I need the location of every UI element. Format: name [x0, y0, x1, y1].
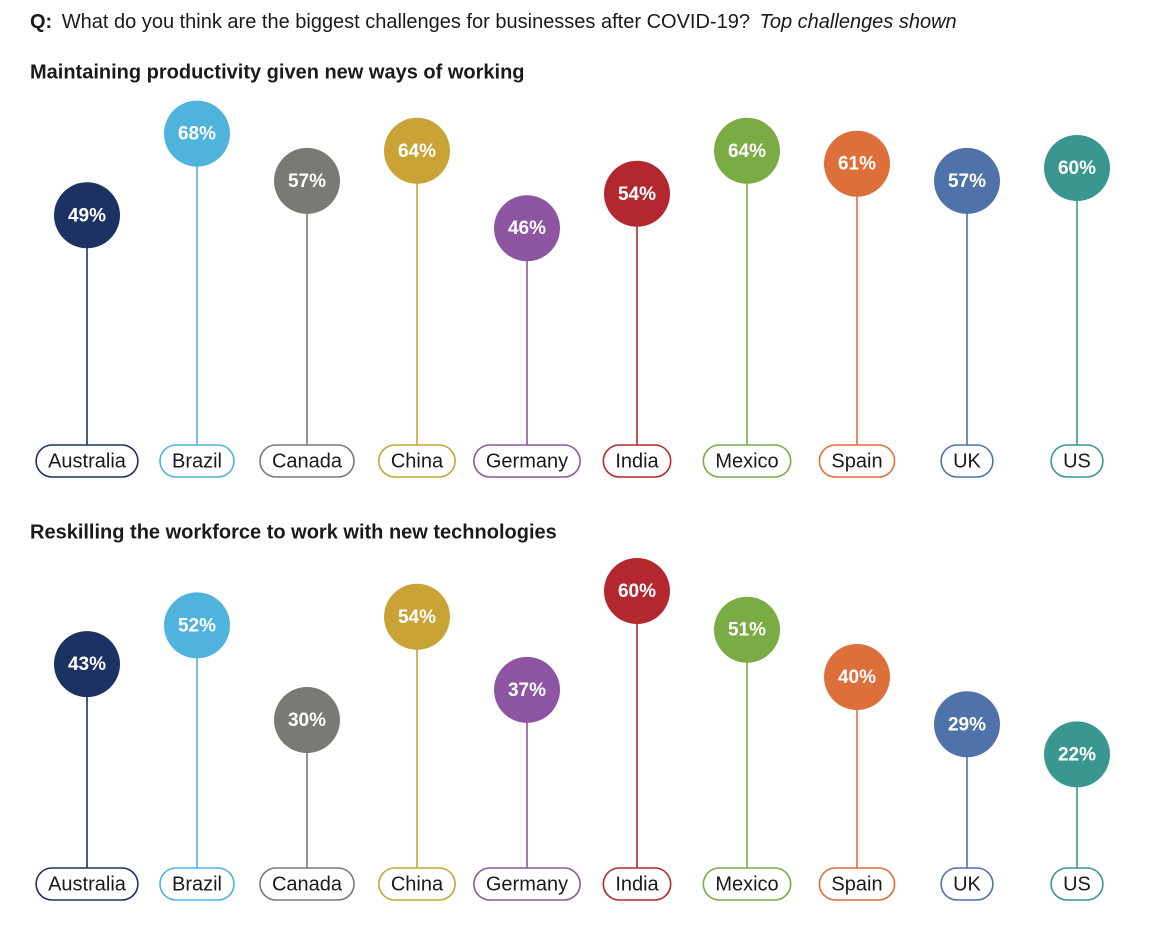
category-pill [35, 444, 139, 478]
value-label: 61% [838, 154, 876, 175]
category-label: Spain [831, 450, 882, 472]
category-pill [818, 867, 896, 901]
category-label: Canada [272, 873, 343, 895]
lollipop-head [934, 691, 1000, 758]
category-pill [259, 444, 355, 478]
value-label: 64% [728, 141, 766, 162]
category-pill [602, 867, 672, 901]
value-label: 52% [178, 615, 216, 636]
category-label: US [1063, 873, 1091, 895]
chart-title: Maintaining productivity given new ways … [30, 61, 525, 83]
lollipop-head [1044, 135, 1110, 201]
lollipop-head [824, 644, 890, 710]
value-label: 60% [1058, 158, 1096, 179]
value-label: 64% [398, 141, 436, 162]
category-label: China [391, 450, 444, 472]
category-label: Mexico [715, 450, 778, 472]
value-label: 54% [618, 184, 656, 205]
lollipop-head [384, 117, 450, 184]
value-label: 30% [288, 710, 326, 731]
category-pill [259, 867, 355, 901]
lollipop-head [604, 558, 670, 624]
lollipop-head [164, 592, 230, 659]
category-pill [702, 444, 792, 478]
category-label: Australia [48, 450, 127, 472]
lollipop-head [934, 147, 1000, 214]
lollipop-head [714, 596, 780, 663]
category-label: China [391, 873, 444, 895]
lollipop-head [714, 117, 780, 184]
value-label: 54% [398, 607, 436, 628]
category-label: India [615, 450, 659, 472]
category-pill [35, 867, 139, 901]
value-label: 46% [508, 218, 546, 239]
category-label: UK [953, 873, 981, 895]
value-label: 29% [948, 714, 986, 735]
chart: Maintaining productivity given new ways … [30, 61, 1110, 478]
category-pill [818, 444, 896, 478]
category-pill [602, 444, 672, 478]
category-label: Germany [486, 873, 568, 895]
lollipop-head [1044, 721, 1110, 788]
question-note: Top challenges shown [760, 11, 957, 33]
category-pill [378, 867, 456, 901]
lollipop-head [54, 631, 120, 698]
category-label: Brazil [172, 873, 222, 895]
category-label: India [615, 873, 659, 895]
category-label: UK [953, 450, 981, 472]
category-label: Germany [486, 450, 568, 472]
lollipop-head [604, 160, 670, 227]
category-pill [378, 444, 456, 478]
lollipop-head [274, 147, 340, 214]
lollipop-head [824, 130, 890, 197]
value-label: 68% [178, 124, 216, 145]
category-pill [159, 867, 235, 901]
category-label: Spain [831, 873, 882, 895]
value-label: 57% [948, 171, 986, 192]
category-pill [1050, 867, 1104, 901]
value-label: 49% [68, 205, 106, 226]
chart-title: Reskilling the workforce to work with ne… [30, 521, 557, 543]
lollipop-head [274, 687, 340, 753]
category-pill [1050, 444, 1104, 478]
value-label: 51% [728, 620, 766, 641]
chart: Reskilling the workforce to work with ne… [30, 521, 1110, 901]
lollipop-head [164, 100, 230, 167]
lollipop-head [384, 583, 450, 650]
category-label: Brazil [172, 450, 222, 472]
value-label: 37% [508, 680, 546, 701]
question-text: What do you think are the biggest challe… [62, 11, 750, 33]
category-pill [473, 444, 581, 478]
value-label: 40% [838, 667, 876, 688]
category-label: Mexico [715, 873, 778, 895]
category-pill [159, 444, 235, 478]
lollipop-head [54, 182, 120, 249]
category-label: US [1063, 450, 1091, 472]
category-pill [702, 867, 792, 901]
lollipop-head [494, 195, 560, 262]
question: Q: What do you think are the biggest cha… [30, 11, 957, 33]
lollipop-head [494, 656, 560, 723]
category-pill [940, 444, 994, 478]
value-label: 22% [1058, 744, 1096, 765]
question-prefix: Q: [30, 11, 52, 33]
category-label: Canada [272, 450, 343, 472]
value-label: 43% [68, 654, 106, 675]
value-label: 60% [618, 581, 656, 602]
category-pill [473, 867, 581, 901]
category-label: Australia [48, 873, 127, 895]
category-pill [940, 867, 994, 901]
value-label: 57% [288, 171, 326, 192]
